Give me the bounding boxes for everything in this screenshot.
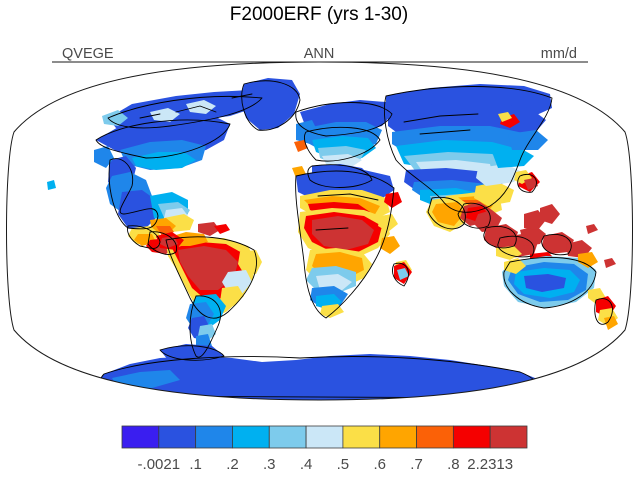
colorbar-tick-label: .3	[263, 456, 276, 473]
colorbar-tick-labels: -.0021 .1 .2 .3 .4 .5 .6 .7 .8 2.2313	[138, 456, 514, 473]
colorbar-swatch[interactable]	[195, 425, 233, 449]
colorbar-tick-label: .6	[373, 456, 386, 473]
map-data-layer	[6, 62, 633, 400]
colorbar-swatch[interactable]	[452, 425, 491, 449]
region-greenland	[240, 78, 300, 130]
colorbar-tick-label: .4	[300, 456, 313, 473]
colorbar-swatch[interactable]	[268, 425, 307, 449]
variable-label: QVEGE	[62, 46, 114, 62]
colorbar-swatch[interactable]	[416, 425, 454, 449]
colorbar-swatch[interactable]	[232, 425, 270, 449]
colorbar-swatch[interactable]	[342, 425, 381, 449]
colorbar[interactable]	[121, 425, 528, 449]
colorbar-tick-label: .2	[226, 456, 239, 473]
colorbar-swatch[interactable]	[158, 425, 197, 449]
season-label: ANN	[304, 46, 335, 62]
colorbar-tick-label: .8	[447, 456, 460, 473]
coastline-layer	[95, 80, 613, 399]
colorbar-swatch[interactable]	[379, 425, 417, 449]
colorbar-swatch[interactable]	[305, 425, 344, 449]
region-central-america	[156, 222, 230, 250]
region-australia	[502, 252, 618, 330]
colorbar-swatch[interactable]	[489, 425, 528, 449]
map-canvas	[6, 61, 633, 401]
region-antarctica	[98, 344, 546, 400]
colorbar-tick-label: .1	[189, 456, 202, 473]
units-label: mm/d	[541, 46, 577, 62]
colorbar-swatch[interactable]	[121, 425, 160, 449]
colorbar-tick-label: -.0021	[138, 456, 181, 473]
colorbar-tick-label: 2.2313	[467, 456, 513, 473]
map-frame	[6, 61, 633, 401]
page-title: F2000ERF (yrs 1-30)	[230, 4, 408, 25]
colorbar-tick-label: .7	[410, 456, 423, 473]
colorbar-tick-label: .5	[337, 456, 350, 473]
